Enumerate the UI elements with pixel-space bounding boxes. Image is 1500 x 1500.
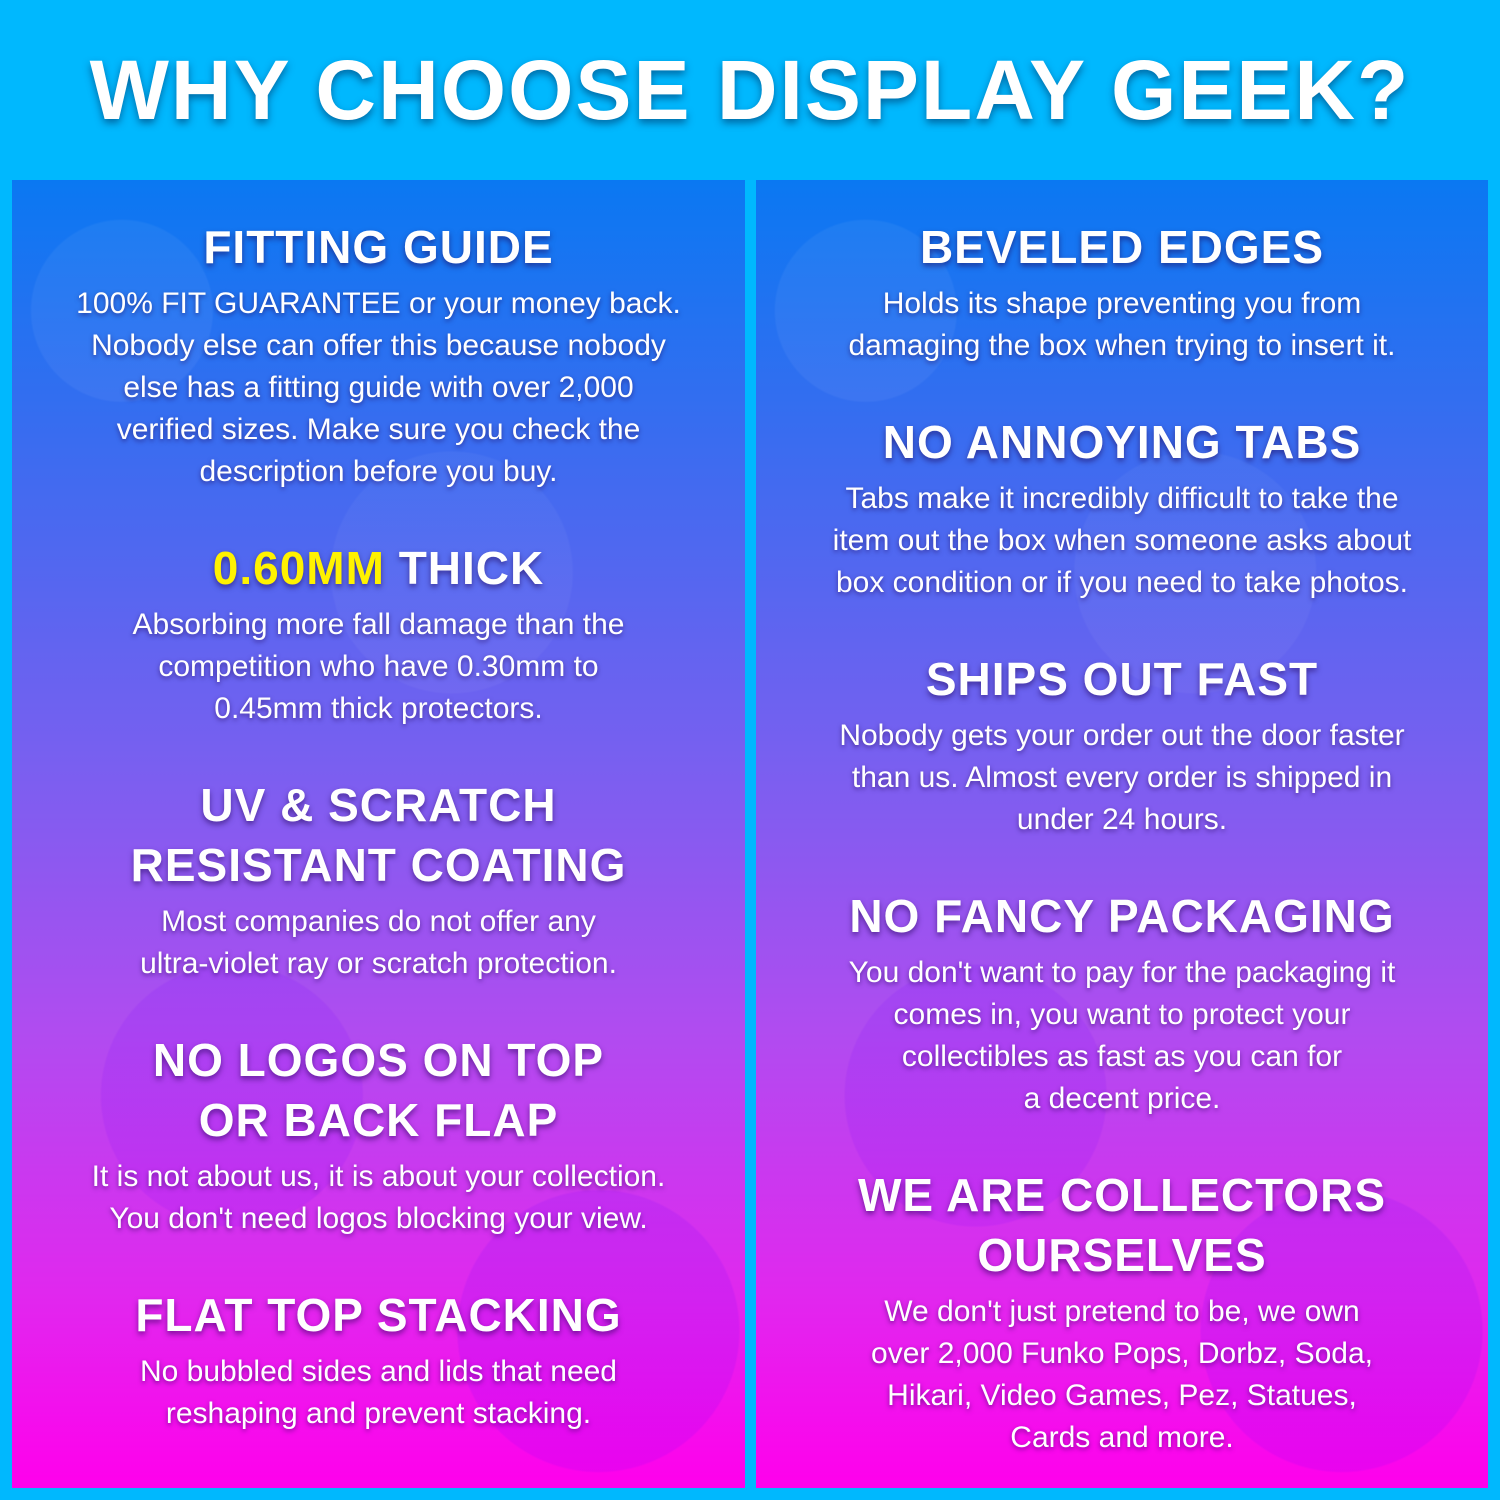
description-line: Tabs make it incredibly difficult to tak… bbox=[845, 482, 1399, 515]
description-line: ultra-violet ray or scratch protection. bbox=[140, 947, 617, 980]
heading-text: BEVELED EDGES bbox=[919, 221, 1325, 273]
description-line: a decent price. bbox=[1023, 1082, 1221, 1115]
feature-description: We don't just pretend to be, we own over … bbox=[756, 1291, 1488, 1459]
description-line: Absorbing more fall damage than the bbox=[132, 608, 625, 641]
description-line: damaging the box when trying to insert i… bbox=[848, 329, 1396, 362]
heading-text: NO FANCY PACKAGING bbox=[849, 890, 1395, 942]
heading-text: UV & SCRATCH bbox=[200, 779, 557, 831]
feature-heading: RESISTANT COATING bbox=[12, 835, 745, 895]
feature-heading: UV & SCRATCH bbox=[12, 775, 745, 835]
feature-heading: FLAT TOP STACKING bbox=[12, 1285, 745, 1345]
feature-heading: NO LOGOS ON TOP bbox=[12, 1030, 745, 1090]
heading-highlight: 0.60MM bbox=[212, 542, 385, 594]
feature-section: SHIPS OUT FAST Nobody gets your order out… bbox=[756, 649, 1488, 841]
description-line: 0.45mm thick protectors. bbox=[214, 692, 543, 725]
description-line: box condition or if you need to take pho… bbox=[835, 566, 1409, 599]
description-line: Cards and more. bbox=[1010, 1421, 1234, 1454]
feature-section: UV & SCRATCH RESISTANT COATING Most compan… bbox=[12, 775, 745, 985]
heading-text: NO ANNOYING TABS bbox=[882, 416, 1362, 468]
description-line: Holds its shape preventing you from bbox=[882, 287, 1362, 320]
heading-text: SHIPS OUT FAST bbox=[925, 653, 1319, 705]
description-line: description before you buy. bbox=[199, 455, 558, 488]
heading-text: NO LOGOS ON TOP bbox=[152, 1034, 605, 1086]
feature-section: 0.60MM THICK Absorbing more fall damage t… bbox=[12, 538, 745, 730]
description-line: under 24 hours. bbox=[1016, 803, 1228, 836]
heading-text: WE ARE COLLECTORS bbox=[857, 1169, 1387, 1221]
description-line: item out the box when someone asks about bbox=[832, 524, 1412, 557]
feature-description: Most companies do not offer any ultra-vio… bbox=[12, 901, 745, 985]
description-line: else has a fitting guide with over 2,000 bbox=[123, 371, 634, 404]
page-title: WHY CHOOSE DISPLAY GEEK? bbox=[89, 43, 1411, 137]
description-line: Hikari, Video Games, Pez, Statues, bbox=[887, 1379, 1357, 1412]
feature-section: FLAT TOP STACKING No bubbled sides and li… bbox=[12, 1285, 745, 1435]
description-line: Most companies do not offer any bbox=[161, 905, 596, 938]
heading-text: OR BACK FLAP bbox=[198, 1094, 559, 1146]
heading-text: OURSELVES bbox=[977, 1229, 1267, 1281]
feature-heading: NO ANNOYING TABS bbox=[756, 412, 1488, 472]
description-line: than us. Almost every order is shipped i… bbox=[851, 761, 1393, 794]
feature-section: FITTING GUIDE 100% FIT GUARANTEE or your … bbox=[12, 217, 745, 493]
description-line: It is not about us, it is about your col… bbox=[91, 1160, 666, 1193]
description-line: Nobody else can offer this because nobod… bbox=[91, 329, 666, 362]
description-line: Nobody gets your order out the door fast… bbox=[839, 719, 1405, 752]
description-line: reshaping and prevent stacking. bbox=[165, 1397, 592, 1430]
feature-description: Tabs make it incredibly difficult to tak… bbox=[756, 478, 1488, 604]
description-line: You don't need logos blocking your view. bbox=[109, 1202, 648, 1235]
description-line: comes in, you want to protect your bbox=[893, 998, 1351, 1031]
feature-description: Holds its shape preventing you from damag… bbox=[756, 283, 1488, 367]
description-line: over 2,000 Funko Pops, Dorbz, Soda, bbox=[871, 1337, 1373, 1370]
description-line: verified sizes. Make sure you check the bbox=[116, 413, 641, 446]
heading-text: FLAT TOP STACKING bbox=[135, 1289, 622, 1341]
feature-section: BEVELED EDGES Holds its shape preventing … bbox=[756, 217, 1488, 367]
description-line: You don't want to pay for the packaging … bbox=[848, 956, 1396, 989]
feature-heading: OR BACK FLAP bbox=[12, 1090, 745, 1150]
description-line: competition who have 0.30mm to bbox=[158, 650, 599, 683]
feature-description: Absorbing more fall damage than the compe… bbox=[12, 604, 745, 730]
left-feature-panel: FITTING GUIDE 100% FIT GUARANTEE or your … bbox=[12, 180, 745, 1488]
description-line: We don't just pretend to be, we own bbox=[884, 1295, 1360, 1328]
feature-section: NO FANCY PACKAGING You don't want to pay … bbox=[756, 886, 1488, 1120]
feature-heading: BEVELED EDGES bbox=[756, 217, 1488, 277]
heading-text: FITTING GUIDE bbox=[203, 221, 554, 273]
feature-description: No bubbled sides and lids that need resha… bbox=[12, 1351, 745, 1435]
feature-section: NO ANNOYING TABS Tabs make it incredibly … bbox=[756, 412, 1488, 604]
feature-heading: WE ARE COLLECTORS bbox=[756, 1165, 1488, 1225]
feature-section: WE ARE COLLECTORS OURSELVES We don't just … bbox=[756, 1165, 1488, 1459]
feature-heading: SHIPS OUT FAST bbox=[756, 649, 1488, 709]
feature-description: 100% FIT GUARANTEE or your money back. No… bbox=[12, 283, 745, 493]
description-line: 100% FIT GUARANTEE or your money back. bbox=[76, 287, 681, 320]
description-line: No bubbled sides and lids that need bbox=[139, 1355, 617, 1388]
feature-heading: FITTING GUIDE bbox=[12, 217, 745, 277]
heading-text: RESISTANT COATING bbox=[130, 839, 627, 891]
heading-text: THICK bbox=[384, 542, 545, 594]
feature-description: Nobody gets your order out the door fast… bbox=[756, 715, 1488, 841]
feature-heading: 0.60MM THICK bbox=[12, 538, 745, 598]
feature-heading: OURSELVES bbox=[756, 1225, 1488, 1285]
feature-section: NO LOGOS ON TOP OR BACK FLAP It is not abo… bbox=[12, 1030, 745, 1240]
right-feature-panel: BEVELED EDGES Holds its shape preventing … bbox=[756, 180, 1488, 1488]
feature-description: You don't want to pay for the packaging … bbox=[756, 952, 1488, 1120]
feature-heading: NO FANCY PACKAGING bbox=[756, 886, 1488, 946]
description-line: collectibles as fast as you can for bbox=[901, 1040, 1343, 1073]
feature-description: It is not about us, it is about your col… bbox=[12, 1156, 745, 1240]
